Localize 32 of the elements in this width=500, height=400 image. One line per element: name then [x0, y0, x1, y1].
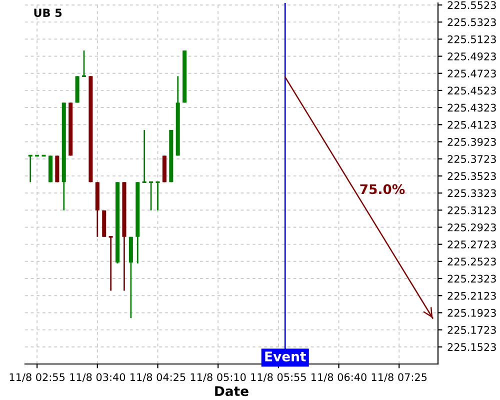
x-tick-label: 11/8 03:40 — [70, 373, 126, 382]
y-tick-label: 225.3323 — [448, 189, 496, 198]
y-tick-label: 225.4123 — [448, 120, 496, 129]
y-tick-label: 225.3523 — [448, 172, 496, 180]
x-tick-label: 11/8 05:55 — [251, 373, 306, 382]
y-tick-label: 225.4723 — [448, 70, 496, 78]
y-tick-label: 225.3723 — [448, 155, 496, 163]
y-tick-label: 225.5323 — [448, 18, 496, 26]
y-tick-label: 225.1723 — [448, 326, 496, 334]
y-tick-label: 225.1923 — [448, 308, 496, 317]
x-tick-label: 11/8 07:25 — [372, 373, 427, 382]
y-tick-label: 225.3923 — [448, 138, 496, 146]
y-tick-label: 225.2323 — [448, 274, 496, 283]
y-tick-label: 225.3123 — [448, 206, 496, 214]
y-tick-label: 225.2723 — [448, 240, 496, 248]
x-tick-label: 11/8 05:10 — [190, 373, 246, 382]
annotation: 75.0% — [360, 184, 405, 194]
x-tick-label: 11/8 02:55 — [10, 373, 65, 382]
y-tick-label: 225.2523 — [448, 258, 496, 266]
x-tick-label: 11/8 06:40 — [312, 373, 366, 382]
y-tick-label: 225.5523 — [448, 1, 496, 10]
x-tick-label: 11/8 04:25 — [130, 373, 186, 382]
y-tick-label: 225.4523 — [448, 86, 496, 95]
y-tick-label: 225.4923 — [448, 52, 496, 60]
y-tick-label: 225.1523 — [448, 343, 496, 352]
ref-line-label: Event — [265, 352, 306, 362]
y-tick-label: 225.2923 — [448, 223, 496, 232]
x-axis-title: Date — [215, 386, 248, 396]
y-tick-label: 225.4323 — [448, 104, 496, 112]
chart-title: UB 5 — [34, 8, 62, 18]
y-tick-label: 225.5123 — [448, 35, 496, 44]
y-tick-label: 225.2123 — [448, 292, 496, 300]
